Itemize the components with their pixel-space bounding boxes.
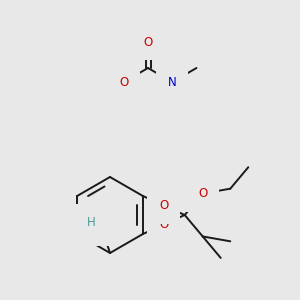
Text: O: O — [159, 218, 168, 231]
Text: H: H — [168, 65, 177, 79]
Text: O: O — [119, 76, 128, 88]
Text: H: H — [110, 74, 118, 86]
Text: O: O — [98, 221, 107, 234]
Text: O: O — [198, 187, 207, 200]
Text: O: O — [159, 199, 168, 212]
Text: N: N — [168, 76, 177, 88]
Text: H: H — [87, 216, 96, 229]
Text: O: O — [143, 35, 153, 49]
